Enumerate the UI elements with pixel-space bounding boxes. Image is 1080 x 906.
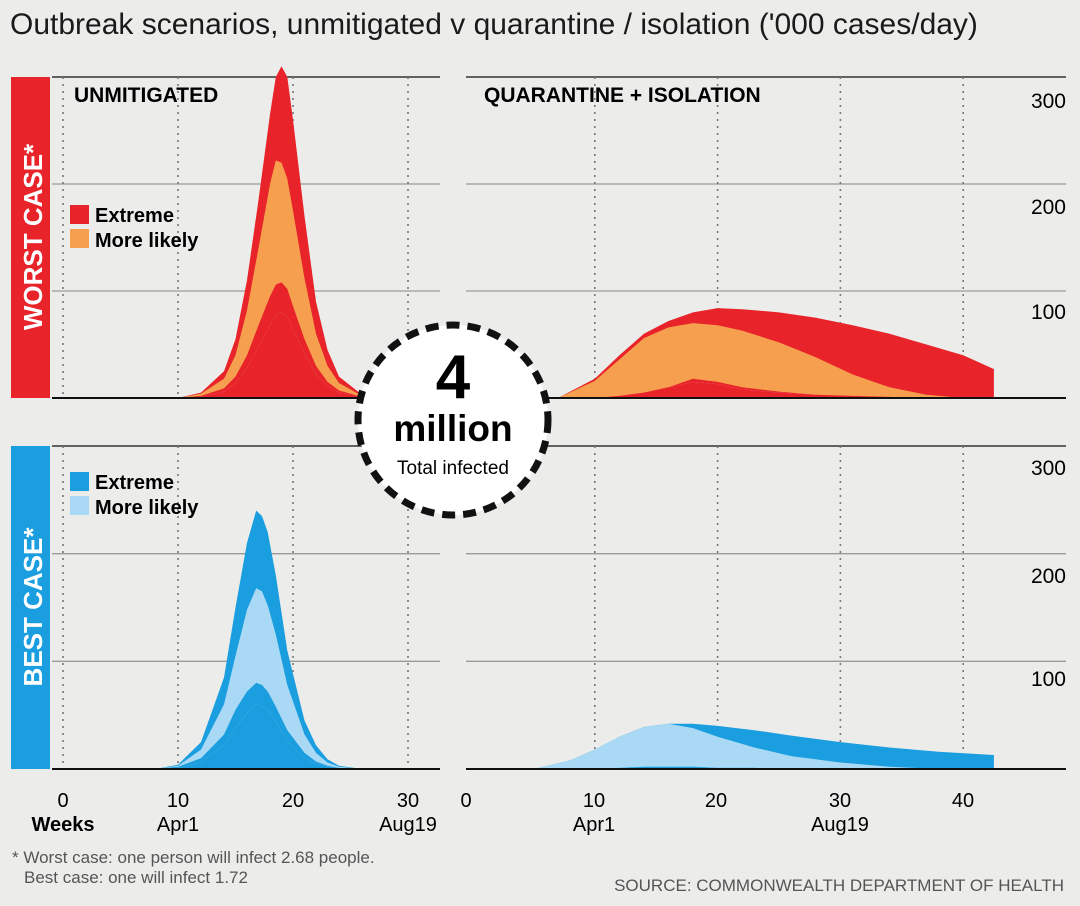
y-tick-top-200: 200 [1031, 196, 1066, 219]
x-tick-left-0: 0 [57, 790, 68, 812]
series-more-likely-band [155, 588, 362, 769]
badge-unit: million [393, 408, 512, 449]
chart-areas [155, 66, 994, 769]
legend-swatch-worst-likely [70, 229, 89, 248]
date-label-right-apr1: Apr1 [573, 814, 615, 836]
date-label-left-aug19: Aug19 [379, 814, 437, 836]
x-tick-left-20: 20 [282, 790, 304, 812]
series-more-likely-band [178, 160, 385, 398]
y-tick-top-100: 100 [1031, 301, 1066, 324]
footnote: * Worst case: one person will infect 2.6… [12, 848, 375, 888]
badge-number: 4 [436, 343, 471, 412]
legend-swatch-best-likely [70, 496, 89, 515]
panel-title-quarantine: QUARANTINE + ISOLATION [484, 84, 761, 107]
y-tick-top-300: 300 [1031, 90, 1066, 113]
y-tick-bottom-300: 300 [1031, 457, 1066, 480]
series-more-likely-band [558, 323, 994, 398]
series-extreme-inner [558, 381, 994, 398]
total-infected-badge [354, 321, 552, 519]
series-extreme-inner [155, 704, 362, 769]
legend-swatch-best-extreme [70, 472, 89, 491]
legend-label-worst-likely: More likely [95, 230, 199, 252]
x-tick-left-30: 30 [397, 790, 419, 812]
series-extreme-inner [178, 312, 385, 398]
legend-swatch-worst-extreme [70, 205, 89, 224]
legend-label-worst-extreme: Extreme [95, 205, 174, 227]
x-tick-right-0: 0 [460, 790, 471, 812]
legend-label-best-likely: More likely [95, 497, 199, 519]
axis-lines [52, 397, 1066, 770]
best-case-label: BEST CASE* [18, 527, 48, 687]
series-more-likely-band [533, 723, 994, 769]
footnote-line-2: Best case: one will infect 1.72 [24, 868, 248, 887]
best-case-bar [11, 446, 50, 769]
page-title: Outbreak scenarios, unmitigated v quaran… [10, 8, 978, 41]
source-note: SOURCE: COMMONWEALTH DEPARTMENT OF HEALT… [614, 876, 1064, 895]
x-tick-right-10: 10 [583, 790, 605, 812]
x-tick-right-20: 20 [705, 790, 727, 812]
worst-case-label: WORST CASE* [18, 143, 48, 330]
panel-title-unmitigated: UNMITIGATED [74, 84, 218, 107]
date-label-right-aug19: Aug19 [811, 814, 869, 836]
footnote-line-1: * Worst case: one person will infect 2.6… [12, 848, 375, 867]
legend-label-best-extreme: Extreme [95, 472, 174, 494]
badge-caption: Total infected [397, 458, 509, 479]
grid-lines [52, 76, 1066, 769]
y-tick-bottom-200: 200 [1031, 565, 1066, 588]
weeks-label: Weeks [31, 814, 94, 836]
x-tick-left-10: 10 [167, 790, 189, 812]
y-tick-bottom-100: 100 [1031, 668, 1066, 691]
x-tick-right-40: 40 [952, 790, 974, 812]
date-label-left-apr1: Apr1 [157, 814, 199, 836]
x-tick-right-30: 30 [829, 790, 851, 812]
worst-case-bar [11, 77, 50, 398]
